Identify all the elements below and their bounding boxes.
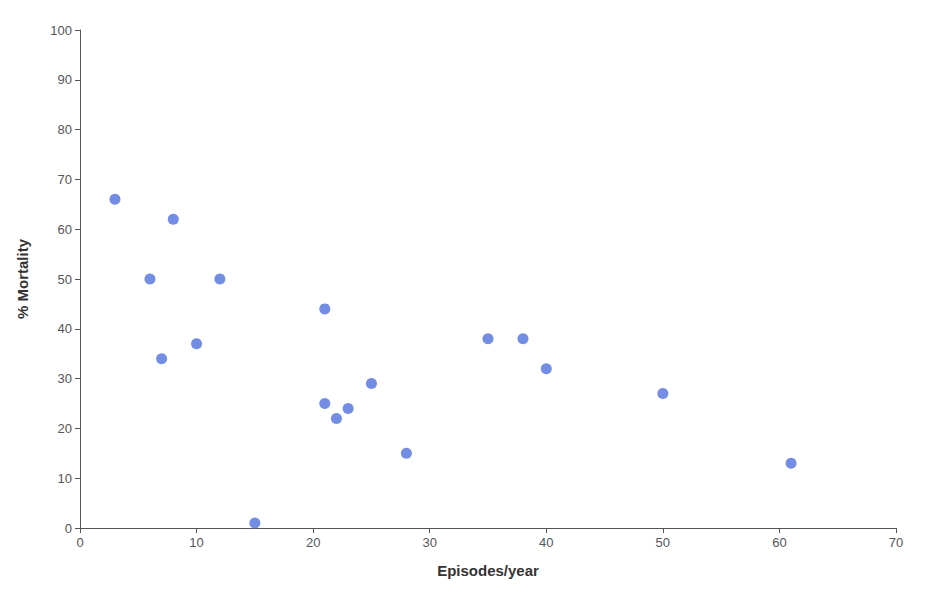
svg-text:80: 80 [58, 122, 72, 137]
svg-text:50: 50 [656, 535, 670, 550]
svg-text:10: 10 [58, 471, 72, 486]
svg-text:100: 100 [50, 23, 72, 38]
svg-text:20: 20 [58, 421, 72, 436]
svg-text:Episodes/year: Episodes/year [437, 562, 539, 579]
svg-text:90: 90 [58, 72, 72, 87]
svg-text:40: 40 [58, 321, 72, 336]
svg-text:50: 50 [58, 272, 72, 287]
svg-text:0: 0 [65, 521, 72, 536]
svg-text:10: 10 [189, 535, 203, 550]
svg-text:30: 30 [422, 535, 436, 550]
svg-text:70: 70 [889, 535, 903, 550]
svg-text:20: 20 [306, 535, 320, 550]
svg-text:60: 60 [58, 222, 72, 237]
svg-text:60: 60 [772, 535, 786, 550]
svg-text:40: 40 [539, 535, 553, 550]
svg-text:% Mortality: % Mortality [14, 238, 31, 319]
svg-text:0: 0 [76, 535, 83, 550]
svg-text:70: 70 [58, 172, 72, 187]
svg-text:30: 30 [58, 371, 72, 386]
